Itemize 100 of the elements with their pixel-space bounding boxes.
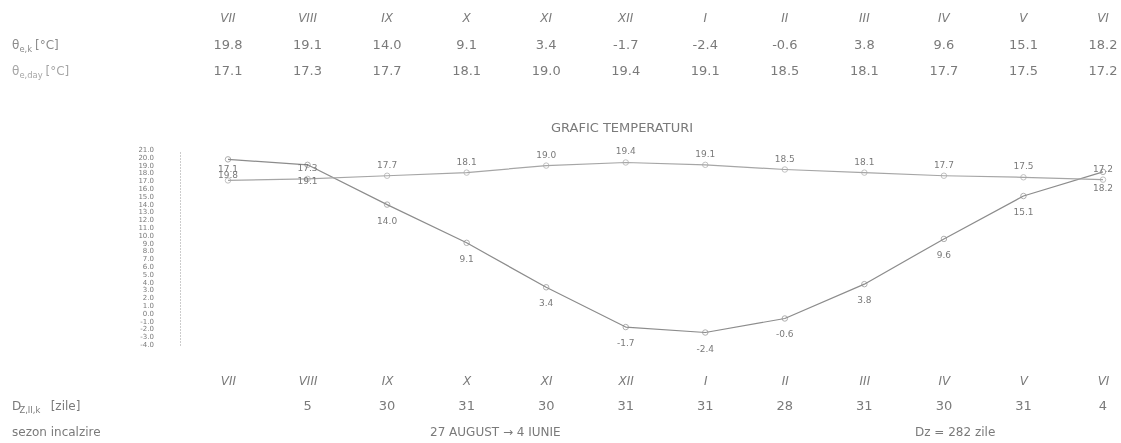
text: -2.4 [696,343,715,354]
data-label: 18.1 [452,63,482,78]
data-label: -0.6 [772,37,798,52]
point [781,315,789,322]
text: 19.0 [536,149,557,160]
text: 18.1 [854,156,875,167]
text: 4 [1098,398,1108,413]
x-tick-label: XI [539,373,554,388]
text: 31 [458,398,475,413]
text: 18.5 [774,153,795,164]
data-label: -2.4 [692,37,718,52]
text: 31 [1015,398,1032,413]
point [383,172,391,179]
data-label: 3.8 [854,37,875,52]
text: 30 [378,398,396,413]
category-label: III [859,11,870,25]
text: 31 [697,398,714,413]
text: -0.6 [776,329,794,340]
x-tick-label: X [462,373,473,388]
x-tick-label: XII [617,373,635,388]
data-label: 17.7 [929,63,959,78]
text: Dz = 282 zile [915,425,996,439]
chart-title: GRAFIC TEMPERATURI [550,120,694,135]
point [861,169,868,176]
x-tick-label: II [781,373,790,388]
point [542,162,550,169]
data-label: 17.3 [293,63,323,78]
text: 5 [303,398,312,413]
category-label: IX [381,11,393,25]
data-label: 19.1 [293,37,323,52]
text: 17.5 [1013,161,1034,172]
text: 3.4 [539,298,554,309]
point [1020,192,1027,200]
text: 17.2 [1092,163,1114,174]
point [463,169,470,176]
x-tick-label: I [704,373,708,388]
point [781,166,789,173]
data-label: 19.1 [690,63,720,78]
text: 17.7 [933,159,954,170]
point [1020,174,1027,181]
point [940,172,948,179]
data-label: 17.5 [1008,63,1038,78]
text: 18.1 [456,156,477,167]
x-tick-label: III [859,373,871,388]
category-label: I [703,11,708,25]
x-tick-label: VIII [298,373,318,388]
point [702,161,709,169]
x-tick-label: VII [220,373,237,388]
category-label: V [1019,11,1028,25]
category-label: XI [540,11,553,25]
data-label: 17.1 [213,63,243,78]
text: 17.7 [377,159,398,170]
x-tick-label: VI [1097,373,1110,388]
category-label: VII [220,11,236,25]
category-label: X [462,11,471,25]
point [861,280,868,288]
text: 9.6 [936,249,952,260]
point [383,201,391,208]
text: 19.4 [615,146,636,157]
text: sezon incalzire [12,425,101,439]
category-label: VIII [298,11,317,25]
data-label: 17.2 [1088,63,1118,78]
text: 18.2 [1092,182,1114,193]
text: 15.1 [1013,207,1034,218]
data-label: 9.6 [933,37,955,52]
text: 31 [856,398,873,413]
point [542,284,550,291]
text: 30 [537,398,555,413]
point [622,323,629,331]
text: 3.8 [857,295,872,306]
data-label: 14.0 [372,37,402,52]
data-label: 18.1 [849,63,879,78]
x-tick-label: IV [938,373,952,388]
data-label: 9.1 [456,37,477,52]
text: 19.1 [695,148,716,159]
point [702,329,709,336]
category-label: VI [1097,11,1109,25]
data-label: 18.2 [1088,37,1118,52]
data-label: 19.0 [531,63,561,78]
text: 28 [776,398,794,413]
data-label: 17.7 [372,63,402,78]
text: -1.7 [616,338,635,349]
text: 17.3 [297,162,318,173]
text: 19.8 [217,170,239,181]
data-label: 19.4 [611,63,641,78]
point [622,159,629,166]
point [463,239,470,247]
data-label: -1.7 [613,37,639,52]
data-label: 19.8 [213,37,243,52]
text: 9.1 [459,253,474,264]
data-label: 3.4 [535,37,557,52]
data-label: 18.5 [770,63,800,78]
category-label: XII [618,11,634,25]
category-label: II [781,11,789,25]
x-tick-label: V [1019,373,1029,388]
x-tick-label: IX [381,373,395,388]
category-label: IV [938,11,950,25]
data-label: 15.1 [1008,37,1038,52]
text: 19.1 [297,175,318,186]
text: 31 [617,398,634,413]
